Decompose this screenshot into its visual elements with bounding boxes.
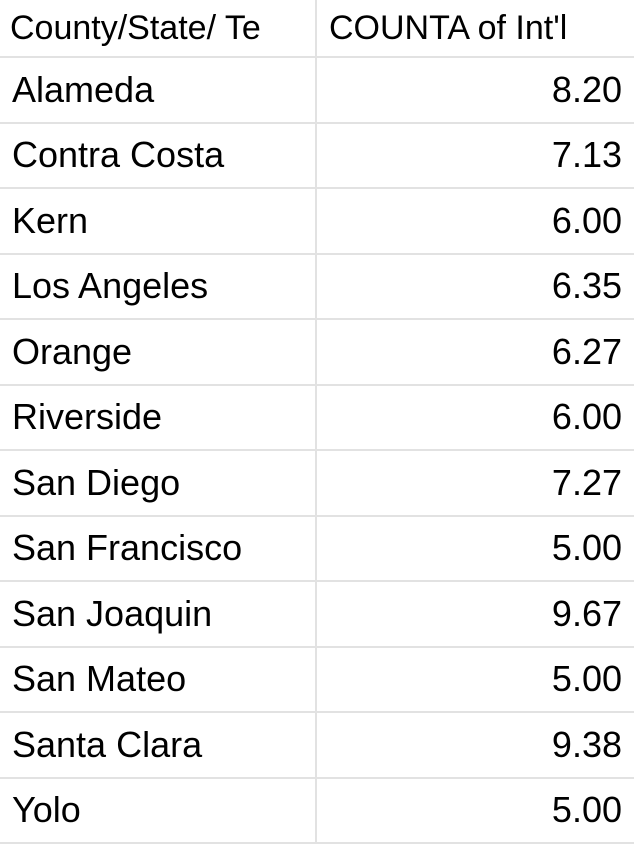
county-cell[interactable]: Contra Costa	[0, 122, 317, 189]
county-cell[interactable]: San Diego	[0, 450, 317, 517]
value-cell[interactable]: 7.27	[316, 450, 634, 517]
county-cell[interactable]: Santa Clara	[0, 712, 317, 779]
value-cell[interactable]: 6.27	[316, 319, 634, 386]
value-cell[interactable]: 9.38	[316, 712, 634, 779]
table-row: San Francisco 5.00	[0, 515, 634, 582]
county-cell[interactable]: Yolo	[0, 777, 317, 844]
table-row: San Joaquin 9.67	[0, 581, 634, 648]
value-cell[interactable]: 9.67	[316, 581, 634, 648]
table-row: Riverside 6.00	[0, 384, 634, 451]
value-cell[interactable]: 6.00	[316, 384, 634, 451]
column-header-county[interactable]: County/State/ Te	[0, 0, 317, 58]
header-row: County/State/ Te COUNTA of Int'l	[0, 0, 634, 58]
county-cell[interactable]: San Joaquin	[0, 581, 317, 648]
value-cell[interactable]: 5.00	[316, 646, 634, 713]
value-cell[interactable]: 6.00	[316, 188, 634, 255]
county-cell[interactable]: San Francisco	[0, 515, 317, 582]
table-row: San Diego 7.27	[0, 450, 634, 517]
county-cell[interactable]: Orange	[0, 319, 317, 386]
value-cell[interactable]: 6.35	[316, 253, 634, 320]
table-row: Alameda 8.20	[0, 57, 634, 124]
county-cell[interactable]: Kern	[0, 188, 317, 255]
county-cell[interactable]: Los Angeles	[0, 253, 317, 320]
county-cell[interactable]: Alameda	[0, 57, 317, 124]
column-header-counta[interactable]: COUNTA of Int'l	[316, 0, 634, 58]
county-cell[interactable]: Riverside	[0, 384, 317, 451]
table-row: Kern 6.00	[0, 188, 634, 255]
value-cell[interactable]: 7.13	[316, 122, 634, 189]
table-row: Los Angeles 6.35	[0, 253, 634, 320]
value-cell[interactable]: 8.20	[316, 57, 634, 124]
table-row: Orange 6.27	[0, 319, 634, 386]
table-row: Yolo 5.00	[0, 777, 634, 844]
table-row: San Mateo 5.00	[0, 646, 634, 713]
value-cell[interactable]: 5.00	[316, 515, 634, 582]
county-cell[interactable]: San Mateo	[0, 646, 317, 713]
value-cell[interactable]: 5.00	[316, 777, 634, 844]
table-row: Contra Costa 7.13	[0, 122, 634, 189]
table-row: Santa Clara 9.38	[0, 712, 634, 779]
